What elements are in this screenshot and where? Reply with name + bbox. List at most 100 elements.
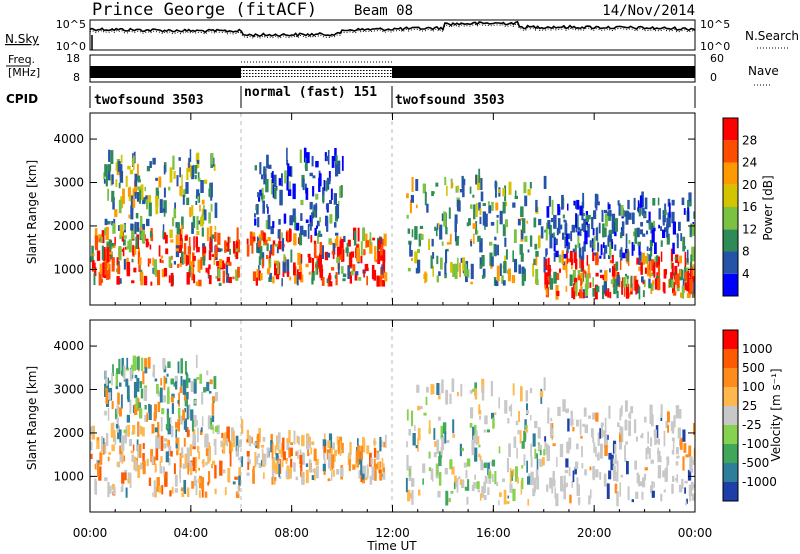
data-cell: [546, 484, 549, 492]
data-cell: [332, 250, 335, 259]
data-cell: [163, 187, 166, 198]
data-cell: [290, 442, 293, 445]
data-cell: [535, 469, 539, 480]
data-cell: [93, 272, 96, 285]
data-cell: [286, 259, 290, 274]
data-cell: [321, 277, 325, 286]
data-cell: [492, 417, 495, 429]
data-cell: [430, 255, 433, 269]
data-cell: [445, 490, 449, 506]
nave-tick-low: 0: [710, 71, 717, 84]
data-cell: [227, 236, 230, 248]
data-cell: [183, 438, 186, 447]
data-cell: [561, 194, 564, 210]
data-cell: [201, 208, 204, 215]
data-cell: [325, 155, 329, 162]
colorbar-swatch: [723, 162, 738, 185]
frequency-panel: Freq. [MHz] 18 8 60 0 Nave: [6, 52, 779, 86]
data-cell: [266, 447, 269, 457]
data-cell: [670, 272, 674, 281]
data-cell: [299, 449, 302, 456]
data-cell: [648, 211, 651, 225]
data-cell: [106, 260, 110, 269]
data-cell: [572, 470, 575, 483]
data-cell: [187, 429, 190, 437]
data-cell: [606, 483, 610, 499]
data-cell: [556, 227, 559, 236]
data-cell: [426, 386, 429, 393]
data-cell: [593, 210, 597, 220]
data-cell: [208, 212, 211, 224]
data-cell: [507, 268, 511, 282]
data-cell: [600, 244, 603, 256]
data-cell: [149, 161, 152, 168]
data-cell: [213, 438, 217, 446]
data-cell: [451, 378, 455, 393]
data-cell: [574, 277, 578, 285]
data-cell: [503, 261, 507, 274]
data-cell: [601, 209, 604, 222]
data-cell: [360, 255, 363, 264]
data-cell: [592, 252, 595, 262]
data-cell: [272, 457, 277, 461]
data-cell: [144, 405, 147, 410]
data-cell: [690, 481, 694, 491]
data-cell: [577, 234, 580, 248]
data-cell: [643, 279, 646, 288]
data-cell: [583, 241, 586, 252]
data-cell: [493, 243, 497, 257]
data-cell: [633, 419, 637, 434]
data-cell: [192, 264, 195, 268]
colorbar-tick-label: -1000: [742, 475, 777, 489]
data-cell: [174, 488, 178, 493]
data-cell: [297, 436, 301, 445]
nave-label: Nave: [748, 64, 779, 78]
data-cell: [334, 450, 336, 462]
data-cell: [378, 256, 380, 261]
data-cell: [599, 269, 603, 273]
data-cell: [226, 438, 229, 447]
data-cell: [161, 269, 165, 278]
data-cell: [299, 225, 304, 235]
data-cell: [576, 477, 579, 487]
data-cell: [211, 415, 215, 423]
data-cell: [156, 477, 160, 492]
data-cell: [311, 475, 314, 480]
data-cell: [626, 249, 629, 262]
data-cell: [455, 237, 459, 246]
data-cell: [555, 238, 558, 246]
data-cell: [547, 409, 550, 424]
data-cell: [190, 409, 194, 421]
data-cell: [582, 192, 585, 207]
colorbar-tick-label: -25: [742, 418, 762, 432]
data-cell: [189, 461, 193, 469]
data-cell: [236, 239, 240, 253]
data-cell: [360, 459, 363, 475]
data-cell: [119, 454, 123, 463]
data-cell: [152, 257, 154, 266]
data-cell: [186, 272, 190, 285]
data-cell: [672, 475, 675, 482]
data-cell: [480, 459, 483, 466]
data-cell: [360, 445, 363, 460]
data-cell: [163, 232, 167, 240]
data-cell: [474, 388, 478, 400]
data-cell: [566, 441, 570, 454]
data-cell: [644, 416, 647, 423]
data-cell: [619, 258, 622, 270]
data-cell: [446, 185, 448, 196]
data-cell: [479, 257, 482, 269]
data-cell: [638, 244, 641, 256]
data-cell: [130, 205, 134, 220]
data-cell: [295, 451, 298, 456]
data-cell: [270, 244, 272, 255]
data-cell: [412, 433, 416, 446]
data-cell: [622, 252, 626, 259]
data-cell: [525, 390, 528, 402]
data-cell: [652, 280, 655, 285]
data-cell: [135, 395, 138, 410]
data-cell: [610, 454, 614, 471]
data-cell: [162, 230, 164, 239]
data-cell: [472, 194, 475, 198]
data-cell: [693, 448, 695, 464]
